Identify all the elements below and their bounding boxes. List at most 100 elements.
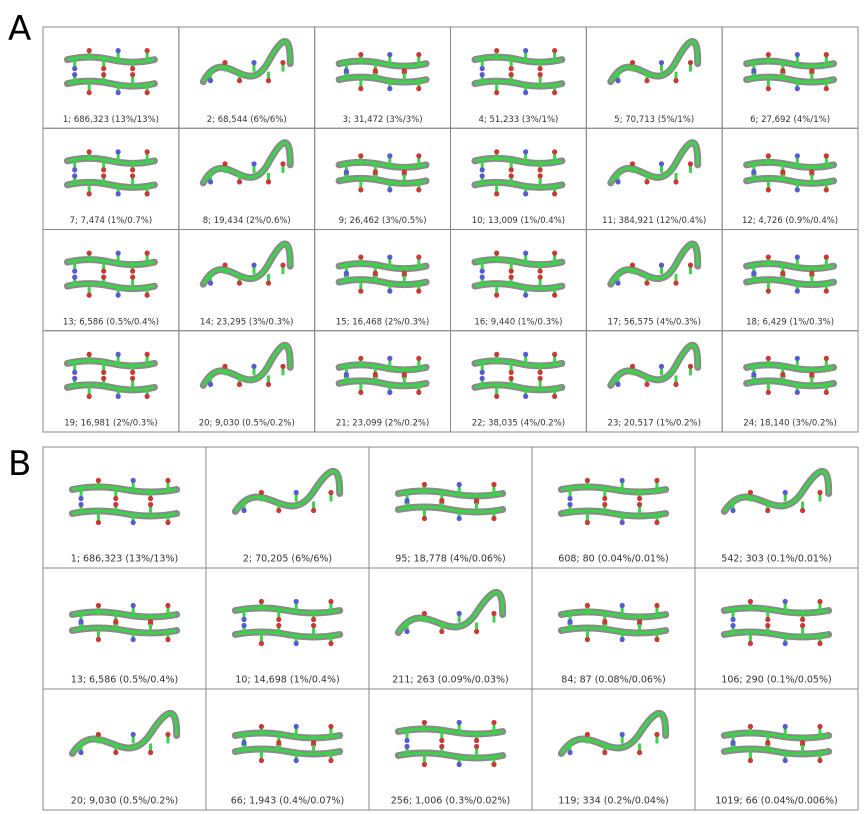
atom bbox=[751, 271, 756, 276]
atom bbox=[87, 191, 92, 196]
atom bbox=[765, 617, 770, 622]
caption: 20; 9,030 (0.5%/0.2%) bbox=[199, 419, 295, 429]
atom bbox=[416, 390, 421, 395]
atom bbox=[538, 72, 543, 77]
cell bbox=[43, 331, 179, 432]
structure bbox=[67, 251, 154, 298]
atom bbox=[552, 48, 557, 53]
caption: 14; 23,295 (3%/0.3%) bbox=[200, 317, 293, 327]
atom bbox=[637, 750, 642, 755]
cell bbox=[532, 447, 695, 568]
atom bbox=[208, 281, 213, 286]
atom bbox=[237, 382, 242, 387]
atom bbox=[688, 364, 693, 369]
panel-label: A bbox=[8, 9, 31, 49]
atom bbox=[795, 86, 800, 91]
atom bbox=[765, 508, 770, 513]
atom bbox=[585, 603, 590, 608]
atom bbox=[824, 255, 829, 260]
atom bbox=[795, 390, 800, 395]
atom bbox=[480, 370, 485, 375]
atom bbox=[101, 72, 106, 77]
atom bbox=[654, 520, 659, 525]
atom bbox=[416, 86, 421, 91]
cell bbox=[43, 27, 179, 128]
atom bbox=[222, 364, 227, 369]
cell bbox=[369, 689, 532, 810]
atom bbox=[602, 750, 607, 755]
atom bbox=[509, 173, 514, 178]
atom bbox=[730, 740, 735, 745]
atom bbox=[824, 52, 829, 57]
atom bbox=[730, 623, 735, 628]
atom bbox=[644, 179, 649, 184]
atom bbox=[552, 149, 557, 154]
atom bbox=[78, 502, 83, 507]
atom bbox=[251, 263, 256, 268]
atom bbox=[251, 364, 256, 369]
atom bbox=[402, 68, 407, 73]
atom bbox=[387, 86, 392, 91]
atom bbox=[552, 90, 557, 95]
atom bbox=[113, 496, 118, 501]
atom bbox=[630, 161, 635, 166]
atom bbox=[72, 275, 77, 280]
atom bbox=[259, 599, 264, 604]
atom bbox=[659, 161, 664, 166]
atom bbox=[165, 478, 170, 483]
atom bbox=[766, 187, 771, 192]
atom bbox=[748, 599, 753, 604]
atom bbox=[654, 637, 659, 642]
atom bbox=[780, 169, 785, 174]
atom bbox=[416, 187, 421, 192]
atom bbox=[422, 482, 427, 487]
atom bbox=[766, 390, 771, 395]
atom bbox=[280, 161, 285, 166]
atom bbox=[474, 738, 479, 743]
atom bbox=[222, 161, 227, 166]
atom bbox=[585, 520, 590, 525]
atom bbox=[276, 740, 281, 745]
cell bbox=[451, 128, 587, 229]
structure bbox=[611, 42, 698, 84]
atom bbox=[72, 376, 77, 381]
atom bbox=[748, 724, 753, 729]
atom bbox=[328, 724, 333, 729]
structure bbox=[203, 143, 290, 185]
atom bbox=[116, 394, 121, 399]
atom bbox=[116, 191, 121, 196]
atom bbox=[165, 603, 170, 608]
atom bbox=[480, 173, 485, 178]
atom bbox=[87, 394, 92, 399]
structure bbox=[203, 42, 290, 84]
atom bbox=[72, 173, 77, 178]
caption: 11; 384,921 (12%/0.4%) bbox=[602, 216, 706, 226]
atom bbox=[552, 293, 557, 298]
atom bbox=[113, 502, 118, 507]
atom bbox=[145, 251, 150, 256]
atom bbox=[795, 289, 800, 294]
atom bbox=[552, 251, 557, 256]
atom bbox=[208, 78, 213, 83]
atom bbox=[101, 376, 106, 381]
atom bbox=[145, 394, 150, 399]
atom bbox=[328, 490, 333, 495]
backbone bbox=[203, 143, 290, 183]
atom bbox=[751, 68, 756, 73]
atom bbox=[358, 52, 363, 57]
atom bbox=[130, 66, 135, 71]
atom bbox=[457, 720, 462, 725]
atom bbox=[480, 376, 485, 381]
backbone bbox=[611, 244, 698, 284]
atom bbox=[817, 724, 822, 729]
structure bbox=[561, 478, 665, 525]
atom bbox=[344, 169, 349, 174]
atom bbox=[491, 611, 496, 616]
atom bbox=[783, 724, 788, 729]
atom bbox=[165, 637, 170, 642]
structure bbox=[72, 603, 176, 642]
structure bbox=[398, 592, 502, 634]
caption: 211; 263 (0.09%/0.03%) bbox=[392, 675, 508, 686]
atom bbox=[602, 502, 607, 507]
atom bbox=[404, 498, 409, 503]
